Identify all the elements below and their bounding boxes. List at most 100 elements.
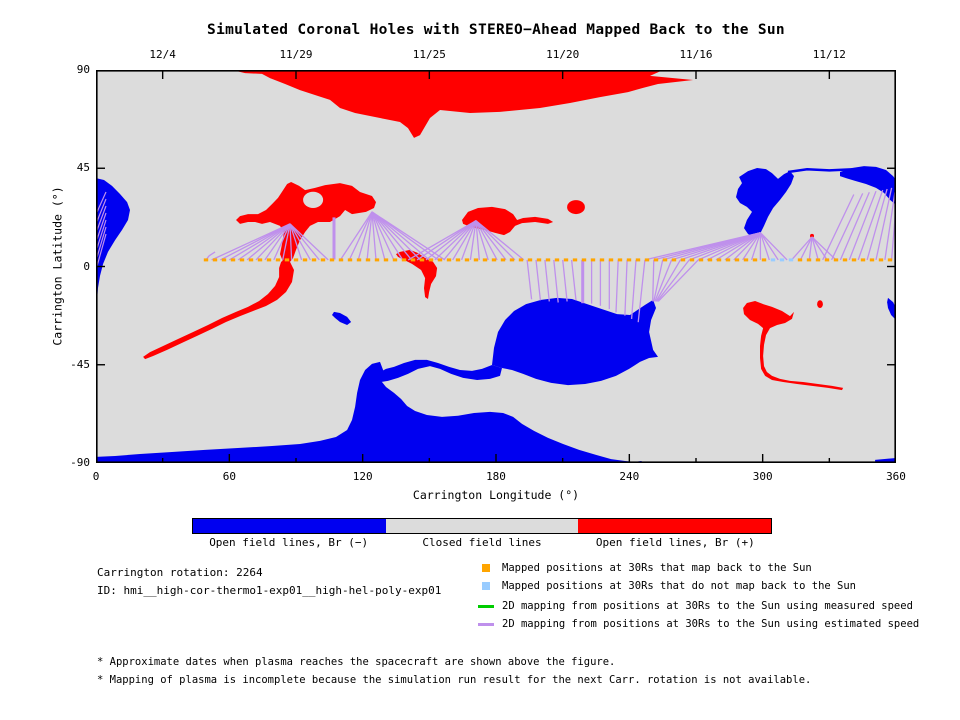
mapping-line-estimated: [570, 259, 577, 301]
mapped-dot: [284, 258, 290, 262]
mapping-line-estimated: [469, 220, 477, 260]
region-red-hook: [396, 249, 438, 299]
mapped-dot: [653, 258, 659, 262]
mapping-line-estimated: [706, 232, 761, 261]
mapped-dot: [347, 258, 353, 262]
legend-label: 2D mapping from positions at 30Rs to the…: [502, 618, 920, 630]
mapping-line-estimated: [759, 232, 770, 261]
mapped-dot: [230, 258, 236, 262]
mapping-line-estimated: [434, 220, 477, 261]
mapped-dot: [536, 258, 542, 262]
mapped-dot: [644, 258, 650, 262]
region-blue-fish: [492, 297, 658, 386]
region-red-donut-blob: [236, 182, 376, 262]
mapping-line-estimated: [562, 259, 568, 302]
x-tick-label: 360: [886, 470, 906, 483]
mapping-line-estimated: [637, 259, 646, 323]
mapped-dot: [266, 258, 272, 262]
mapped-dot: [689, 258, 695, 262]
mapping-line-estimated: [799, 236, 813, 261]
mapped-dot: [464, 258, 470, 262]
mapped-dot: [455, 258, 461, 262]
x-tick-label: 60: [222, 470, 236, 483]
mapping-line-estimated: [237, 223, 291, 261]
mapped-dot: [365, 258, 371, 262]
mapped-dot: [203, 258, 209, 262]
mapping-line-estimated: [228, 223, 291, 261]
mapped-dot: [815, 258, 821, 262]
mapped-dot: [878, 258, 884, 262]
mapped-dot: [437, 258, 443, 262]
mapping-line-estimated: [475, 220, 480, 260]
date-label: 11/12: [812, 48, 846, 61]
mapping-line-estimated: [357, 211, 373, 261]
mapped-dot: [383, 258, 389, 262]
legend-label: Mapped positions at 30Rs that do not map…: [502, 580, 857, 592]
mapped-dot: [887, 258, 893, 262]
mapped-dot: [734, 258, 740, 262]
mapped-dot: [716, 258, 722, 262]
mapping-line-estimated: [750, 232, 762, 261]
green-line-icon: [478, 600, 494, 612]
mapped-dot: [527, 258, 533, 262]
mapping-line-estimated: [407, 220, 477, 261]
mapping-line-estimated: [96, 233, 107, 266]
mapping-line-estimated: [831, 193, 864, 261]
y-tick-label: 0: [83, 259, 90, 273]
mapping-line-estimated: [371, 211, 395, 261]
mapped-dot: [302, 258, 308, 262]
mapping-line-estimated: [452, 220, 477, 261]
mapped-dot: [257, 258, 263, 262]
mapped-dot: [419, 258, 425, 262]
mapped-dot: [599, 258, 605, 262]
mapping-line-estimated: [282, 223, 291, 261]
region-red-bird-tail: [743, 301, 844, 391]
mapped-dot: [320, 258, 326, 262]
mapped-dot: [239, 258, 245, 262]
mapped-dot: [761, 258, 767, 262]
mapped-dot: [590, 258, 596, 262]
mapped-dot: [581, 258, 587, 262]
carrington-rotation-text: Carrington rotation: 2264: [97, 566, 263, 579]
mapped-dot: [617, 258, 623, 262]
lightblue-square-icon: [478, 580, 494, 592]
colorbar-labels: Open field lines, Br (−) Closed field li…: [192, 536, 772, 549]
region-blue-topright: [840, 166, 896, 205]
mapping-line-estimated: [875, 187, 893, 261]
mapped-dot: [410, 258, 416, 262]
mapped-dot: [329, 258, 335, 262]
mapping-line-estimated: [733, 232, 761, 261]
mapped-dot: [374, 258, 380, 262]
mapped-dot: [572, 258, 578, 262]
red-round-blob: [567, 200, 585, 215]
mapped-dot: [428, 258, 434, 262]
colorbar-segment-open-neg: [193, 519, 386, 533]
mapping-line-estimated: [715, 232, 761, 261]
mapped-dot: [725, 258, 731, 262]
chart-title: Simulated Coronal Holes with STEREO−Ahea…: [207, 22, 785, 38]
mapping-line-estimated: [371, 211, 386, 261]
mapping-line-estimated: [289, 223, 293, 260]
run-id-text: ID: hmi__high-cor-thermo1-exp01__high-he…: [97, 584, 442, 597]
region-blue-topright-line: [787, 167, 857, 174]
mapping-line-estimated: [475, 220, 516, 261]
mapping-line-estimated: [96, 198, 107, 222]
mapping-line-estimated: [544, 259, 550, 302]
x-tick-label: 120: [352, 470, 373, 483]
y-tick-label: -90: [70, 456, 90, 469]
mapping-line-estimated: [475, 220, 489, 261]
mapping-line-estimated: [535, 259, 542, 301]
mapped-dot-no-mapback: [788, 258, 794, 262]
mapping-line-estimated: [857, 189, 884, 261]
mapped-dot: [563, 258, 569, 262]
mapped-dot: [545, 258, 551, 262]
mapping-line-estimated: [811, 236, 837, 261]
mapped-dot: [797, 258, 803, 262]
mapped-dot: [707, 258, 713, 262]
mapping-line-estimated: [724, 232, 761, 261]
mapping-line-estimated: [211, 223, 291, 261]
y-tick-label: 45: [76, 161, 90, 175]
legend-label: Mapped positions at 30Rs that map back t…: [502, 562, 812, 574]
mapping-line-estimated: [371, 211, 404, 261]
mapping-line-estimated: [615, 259, 619, 313]
